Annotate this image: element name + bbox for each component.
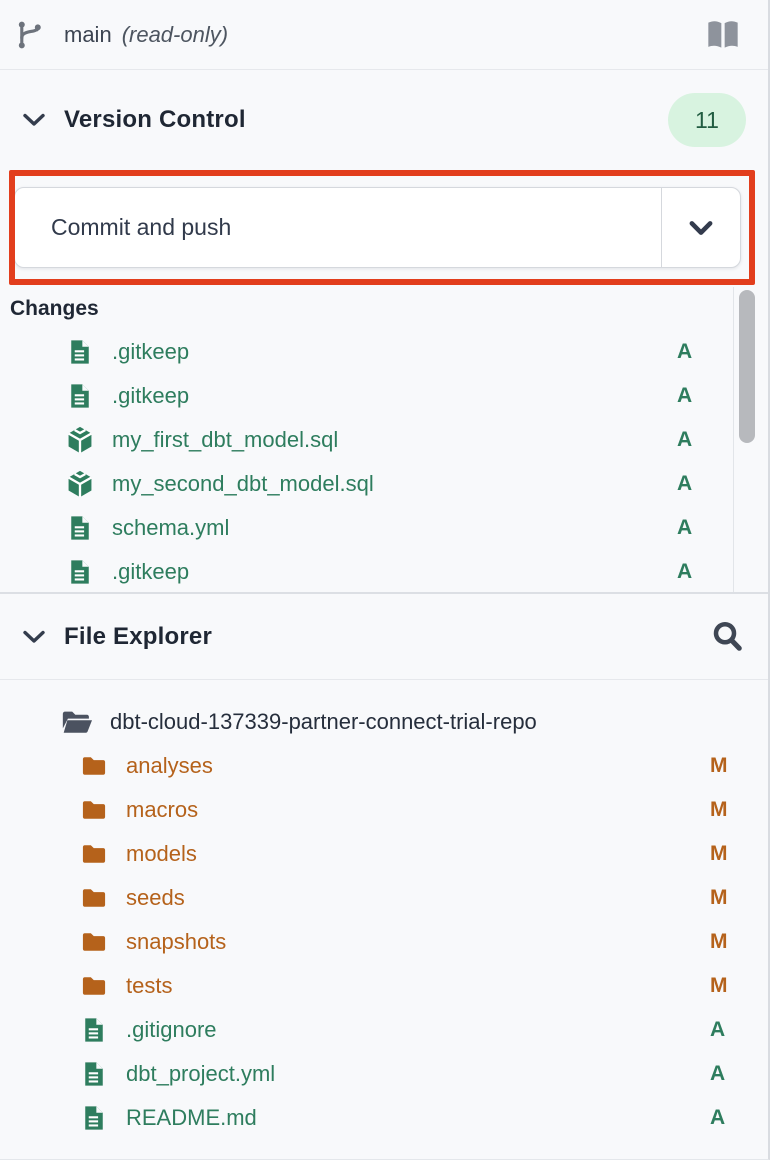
file-name: models — [126, 841, 197, 866]
folder-icon — [80, 840, 108, 868]
tree-item-row[interactable]: .gitignore A — [0, 1008, 768, 1052]
file-name: analyses — [126, 753, 213, 778]
commit-and-push-button[interactable]: Commit and push — [51, 214, 232, 240]
changes-count-badge: 11 — [668, 93, 746, 147]
file-name: my_second_dbt_model.sql — [112, 471, 374, 496]
file-tree: dbt-cloud-137339-partner-connect-trial-r… — [0, 681, 768, 1160]
git-status-letter: A — [677, 428, 693, 451]
file-icon — [80, 1060, 108, 1088]
tree-item-row[interactable]: seeds M — [0, 876, 768, 920]
open-folder-icon — [62, 711, 93, 733]
version-control-title: Version Control — [64, 106, 246, 133]
changes-list: .gitkeep A — [0, 330, 768, 592]
folder-icon — [80, 884, 108, 912]
file-name: my_first_dbt_model.sql — [112, 427, 339, 452]
file-icon — [66, 558, 94, 586]
commit-options-button[interactable] — [661, 188, 740, 267]
git-status-letter: M — [710, 974, 728, 997]
repo-root-name: dbt-cloud-137339-partner-connect-trial-r… — [110, 709, 537, 734]
file-name: .gitignore — [126, 1017, 217, 1042]
file-icon — [66, 514, 94, 542]
file-icon — [80, 1104, 108, 1132]
docs-book-icon[interactable] — [703, 15, 743, 55]
git-status-letter: M — [710, 886, 728, 909]
chevron-down-icon — [689, 220, 713, 235]
git-status-letter: A — [677, 516, 693, 539]
tree-item-row[interactable]: snapshots M — [0, 920, 768, 964]
git-status-letter: A — [677, 472, 693, 495]
tree-item-row[interactable]: dbt_project.yml A — [0, 1052, 768, 1096]
repo-root-row[interactable]: dbt-cloud-137339-partner-connect-trial-r… — [0, 700, 768, 744]
changed-file-row[interactable]: .gitkeep A — [0, 330, 768, 374]
file-icon — [66, 338, 94, 366]
chevron-down-icon[interactable] — [20, 623, 48, 651]
git-status-letter: A — [677, 384, 693, 407]
model-icon — [66, 426, 94, 454]
git-status-letter: A — [677, 340, 693, 363]
folder-icon — [80, 928, 108, 956]
file-name: seeds — [126, 885, 185, 910]
git-status-letter: A — [710, 1018, 726, 1041]
tree-item-row[interactable]: models M — [0, 832, 768, 876]
branch-bar[interactable]: main (read-only) — [0, 0, 768, 70]
changed-file-row[interactable]: my_first_dbt_model.sql A — [0, 418, 768, 462]
folder-icon — [80, 752, 108, 780]
git-status-letter: A — [677, 560, 693, 583]
chevron-down-icon[interactable] — [20, 106, 48, 134]
git-status-letter: M — [710, 842, 728, 865]
file-explorer-header[interactable]: File Explorer — [0, 594, 768, 680]
tree-item-row[interactable]: macros M — [0, 788, 768, 832]
file-name: macros — [126, 797, 199, 822]
search-icon[interactable] — [710, 619, 746, 655]
git-status-letter: M — [710, 754, 728, 777]
git-status-letter: M — [710, 930, 728, 953]
folder-icon — [80, 972, 108, 1000]
tree-item-row[interactable]: tests M — [0, 964, 768, 1008]
section-divider — [0, 592, 768, 594]
file-explorer-title: File Explorer — [64, 622, 212, 650]
file-name: .gitkeep — [112, 339, 190, 364]
git-status-letter: A — [710, 1062, 726, 1085]
file-name: tests — [126, 973, 173, 998]
version-control-header[interactable]: Version Control 11 — [0, 71, 768, 169]
model-icon — [66, 470, 94, 498]
scrollbar-thumb[interactable] — [739, 290, 755, 443]
changes-section: Changes — [0, 287, 768, 592]
folder-icon — [80, 796, 108, 824]
git-branch-icon — [18, 21, 41, 48]
changed-file-row[interactable]: .gitkeep A — [0, 550, 768, 592]
file-name: README.md — [126, 1105, 257, 1130]
changes-title: Changes — [10, 297, 99, 320]
git-status-letter: A — [710, 1106, 726, 1129]
changed-file-row[interactable]: .gitkeep A — [0, 374, 768, 418]
file-name: dbt_project.yml — [126, 1061, 276, 1086]
file-icon — [80, 1016, 108, 1044]
branch-name: main — [64, 21, 112, 47]
git-status-letter: M — [710, 798, 728, 821]
file-explorer-list: analyses M — [0, 744, 768, 1140]
file-name: .gitkeep — [112, 559, 190, 584]
file-name: snapshots — [126, 929, 227, 954]
file-icon — [66, 382, 94, 410]
branch-readonly-label: (read-only) — [121, 21, 229, 47]
changed-file-row[interactable]: my_second_dbt_model.sql A — [0, 462, 768, 506]
tree-item-row[interactable]: analyses M — [0, 744, 768, 788]
tree-item-row[interactable]: README.md A — [0, 1096, 768, 1140]
file-name: schema.yml — [112, 515, 230, 540]
changed-file-row[interactable]: schema.yml A — [0, 506, 768, 550]
file-name: .gitkeep — [112, 383, 190, 408]
commit-split-button: Commit and push — [14, 187, 741, 268]
